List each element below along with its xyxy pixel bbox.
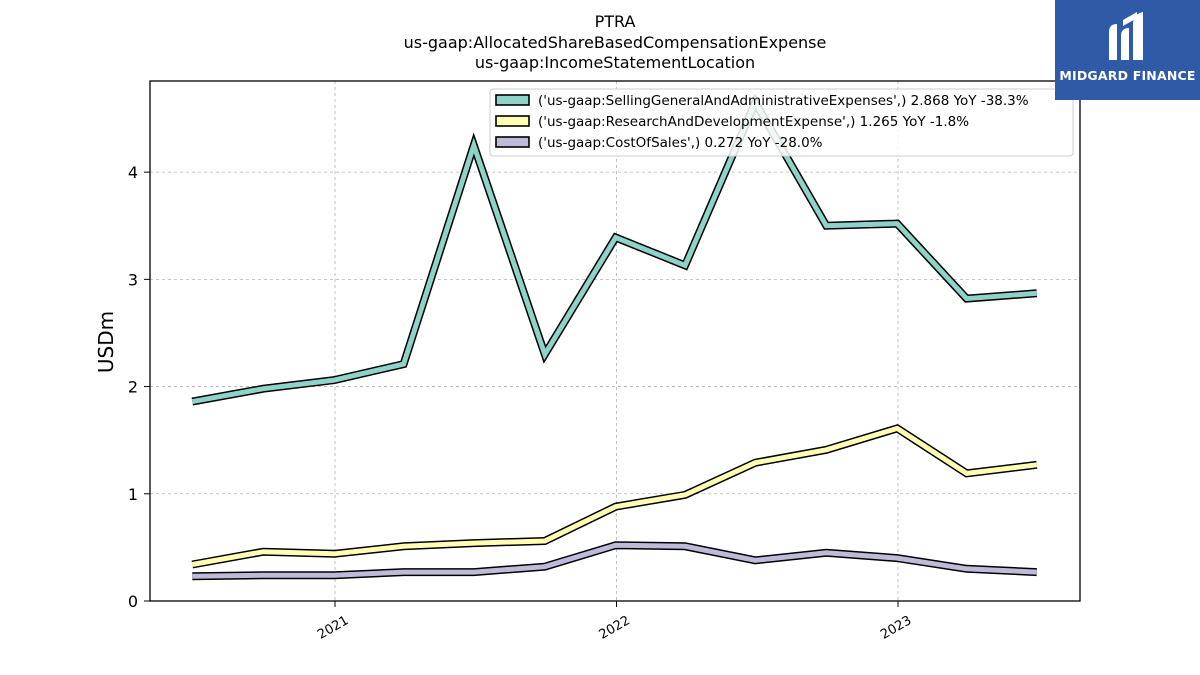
series-lines <box>191 93 1038 581</box>
legend: ('us-gaap:SellingGeneralAndAdministrativ… <box>489 88 1074 157</box>
y-axis-label: USDm <box>94 311 118 373</box>
x-tick-label: 2022 <box>597 613 633 643</box>
chart-subtitle-line-2: us-gaap:IncomeStatementLocation <box>475 53 755 72</box>
plot-frame <box>149 80 1081 602</box>
legend-swatch-2 <box>495 115 530 127</box>
y-tick-label: 0 <box>128 592 138 611</box>
x-tick-label: 2021 <box>315 613 351 643</box>
series-line-3 <box>192 542 1037 579</box>
legend-label-3: ('us-gaap:CostOfSales',) 0.272 YoY -28.0… <box>538 135 823 151</box>
brand-logo: MIDGARD FINANCE <box>1055 0 1200 100</box>
legend-swatch-1 <box>495 94 530 106</box>
chart-subtitle-line-1: us-gaap:AllocatedShareBasedCompensationE… <box>404 33 827 52</box>
chart-title: PTRA <box>595 12 636 31</box>
y-tick-label: 1 <box>128 485 138 504</box>
x-axis-ticks: 2021 2022 2023 <box>315 601 914 643</box>
y-tick-label: 4 <box>128 163 138 182</box>
y-tick-label: 2 <box>128 378 138 397</box>
brand-name: MIDGARD FINANCE <box>1059 68 1196 83</box>
legend-label-2: ('us-gaap:ResearchAndDevelopmentExpense'… <box>538 114 969 130</box>
y-tick-label: 3 <box>128 270 138 289</box>
legend-label-1: ('us-gaap:SellingGeneralAndAdministrativ… <box>538 93 1029 109</box>
series-line-2 <box>191 425 1038 567</box>
midgard-logo-icon <box>1109 12 1143 60</box>
legend-swatch-3 <box>495 136 530 148</box>
x-tick-label: 2023 <box>878 613 914 643</box>
y-axis-ticks: 0 1 2 3 4 <box>128 163 150 611</box>
legend-frame <box>489 88 1074 157</box>
grid <box>150 81 1080 602</box>
series-line-1 <box>191 96 1037 405</box>
